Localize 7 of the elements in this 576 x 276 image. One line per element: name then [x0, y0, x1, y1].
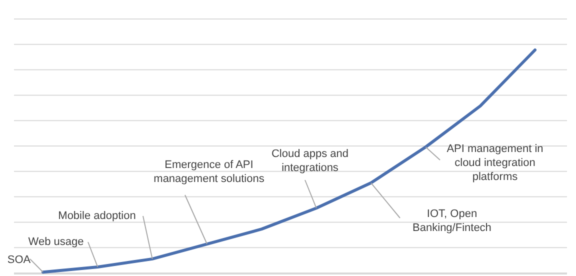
annotation: Emergence of API management solutions: [154, 159, 265, 185]
annotation: API management in cloud integration platforms: [446, 143, 544, 183]
annotation: Mobile adoption: [58, 210, 136, 222]
annotation: SOA: [7, 254, 32, 266]
annotation: Cloud apps and integrations: [271, 148, 349, 174]
annotation: Web usage: [28, 236, 84, 248]
annotation: IOT, Open Banking/Fintech: [412, 208, 492, 234]
